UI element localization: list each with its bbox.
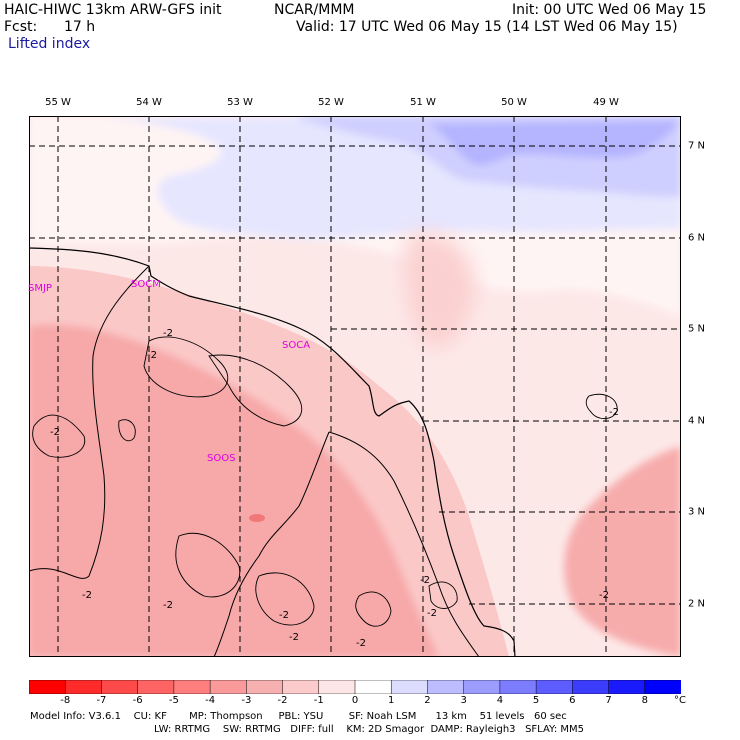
contour-label: -2 xyxy=(356,638,366,649)
forecast-hours: 17 h xyxy=(64,19,96,35)
contour-minus2 xyxy=(428,581,458,609)
contour-minus2 xyxy=(255,572,315,626)
colorbar-tick-label: -6 xyxy=(132,695,143,706)
colorbar-tick-label: -5 xyxy=(168,695,179,706)
lat-label: 4 N xyxy=(688,415,706,427)
station-label: SOOS xyxy=(207,453,236,464)
colorbar-swatch xyxy=(427,680,465,694)
contour-minus2 xyxy=(355,591,392,627)
colorbar-swatch xyxy=(608,680,646,694)
lon-label: 51 W xyxy=(410,97,436,108)
station-label: SOCA xyxy=(282,340,311,351)
colorbar-swatch xyxy=(173,680,211,694)
colorbar-tick-label: 0 xyxy=(351,695,359,706)
valid-time: Valid: 17 UTC Wed 06 May 15 (14 LST Wed … xyxy=(296,19,678,35)
contour-label: -2 xyxy=(82,590,92,601)
model-info-line1: Model Info: V3.6.1 CU: KF MP: Thompson P… xyxy=(30,711,567,722)
colorbar-swatch xyxy=(64,680,103,694)
colorbar-swatch xyxy=(282,680,320,694)
init-time: Init: 00 UTC Wed 06 May 15 xyxy=(512,2,707,18)
colorbar-tick-label: -1 xyxy=(313,695,324,706)
border-suriname-french-guiana xyxy=(213,431,330,657)
lon-label: 54 W xyxy=(136,97,162,108)
lon-label: 53 W xyxy=(227,97,253,108)
contour-label: -2 xyxy=(50,427,60,438)
lat-label: 5 N xyxy=(688,323,706,335)
lon-label: 55 W xyxy=(45,97,71,108)
colorbar-tick-label: 1 xyxy=(388,695,395,706)
border-french-guiana-brazil xyxy=(328,431,480,657)
contour-label: -2 xyxy=(147,350,157,361)
colorbar-tick-label: -8 xyxy=(60,695,71,706)
contour-label: -2 xyxy=(599,590,609,601)
contour-label: -2 xyxy=(163,600,173,611)
instability-core xyxy=(249,514,265,522)
border-suriname-guyana xyxy=(29,265,150,579)
colorbar-swatch xyxy=(644,680,681,694)
colorbar xyxy=(29,680,681,694)
map-frame xyxy=(29,116,681,657)
contour-minus2 xyxy=(143,336,229,398)
colorbar-swatch xyxy=(29,680,66,694)
colorbar-tick-label: 5 xyxy=(532,695,540,706)
colorbar-tick-label: 8 xyxy=(641,695,648,706)
model-info-line2: LW: RRTMG SW: RRTMG DIFF: full KM: 2D Sm… xyxy=(154,724,584,735)
colorbar-swatch xyxy=(572,680,610,694)
contour-minus2 xyxy=(118,419,136,442)
colorbar-tick-label: -7 xyxy=(96,695,107,706)
lat-label: 3 N xyxy=(688,506,706,518)
contour-label: -2 xyxy=(279,610,289,621)
lon-label: 52 W xyxy=(318,97,344,108)
organization: NCAR/MMM xyxy=(274,2,355,18)
forecast-label: Fcst: xyxy=(4,19,38,35)
coastline xyxy=(29,247,516,657)
lifted-index-map xyxy=(29,116,681,657)
lat-label: 6 N xyxy=(688,232,706,244)
colorbar-tick-label: 7 xyxy=(605,695,612,706)
lat-label: 2 N xyxy=(688,598,706,610)
lon-label: 50 W xyxy=(501,97,527,108)
contour-label: -2 xyxy=(163,328,173,339)
colorbar-tick-label: -4 xyxy=(205,695,216,706)
contour-minus2 xyxy=(585,393,618,420)
colorbar-tick-label: -2 xyxy=(277,695,288,706)
colorbar-swatch xyxy=(137,680,175,694)
model-title: HAIC-HIWC 13km ARW-GFS init xyxy=(4,2,222,18)
station-label: SOCM xyxy=(131,279,161,290)
contour-label: -2 xyxy=(420,575,430,586)
colorbar-tick-label: 6 xyxy=(569,695,576,706)
contour-label: -2 xyxy=(427,608,437,619)
unstable-zone-center xyxy=(405,233,475,348)
field-name: Lifted index xyxy=(8,36,91,52)
contour-label: -2 xyxy=(289,632,299,643)
colorbar-swatch xyxy=(354,680,392,694)
colorbar-swatch xyxy=(535,680,574,694)
colorbar-swatch xyxy=(246,680,284,694)
station-label: SMJP xyxy=(28,283,52,294)
contour-minus2 xyxy=(32,414,86,458)
stable-zone-strong xyxy=(429,121,679,165)
colorbar-tick-label: -3 xyxy=(241,695,252,706)
colorbar-swatch xyxy=(101,680,139,694)
colorbar-unit: °C xyxy=(674,695,686,706)
colorbar-tick-label: 3 xyxy=(460,695,467,706)
lat-label: 7 N xyxy=(688,140,706,152)
contour-minus2 xyxy=(175,532,241,598)
colorbar-swatch xyxy=(209,680,248,694)
unstable-zone-mid xyxy=(29,324,439,657)
colorbar-swatch xyxy=(463,680,501,694)
lon-label: 49 W xyxy=(593,97,619,108)
colorbar-swatch xyxy=(318,680,356,694)
contour-minus2 xyxy=(208,354,303,427)
contour-label: -2 xyxy=(609,407,619,418)
colorbar-swatch xyxy=(390,680,429,694)
colorbar-tick-label: 4 xyxy=(496,695,504,706)
colorbar-swatch xyxy=(499,680,537,694)
colorbar-tick-label: 2 xyxy=(424,695,431,706)
